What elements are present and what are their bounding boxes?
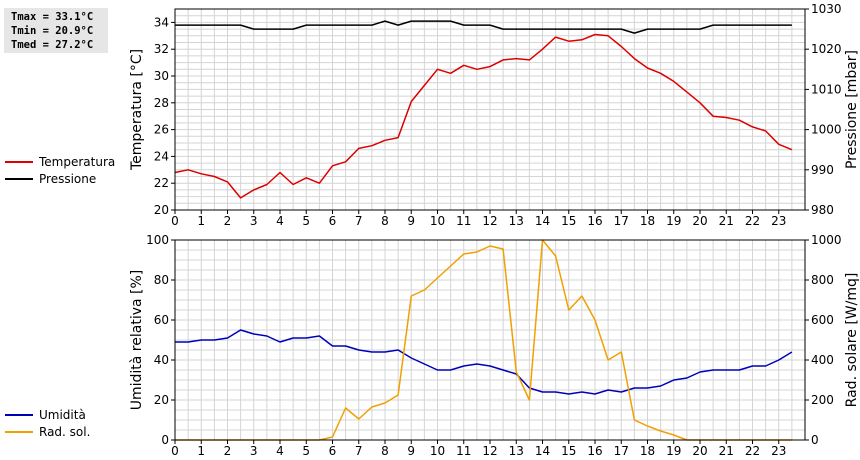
x-tick-label: 15 (561, 214, 576, 228)
y-right-tick-label: 1030 (811, 2, 842, 16)
y-left-tick-label: 24 (154, 149, 169, 163)
y-left-tick-label: 32 (154, 42, 169, 56)
x-tick-label: 4 (276, 444, 284, 458)
series-line-pressione (175, 20, 792, 34)
x-tick-label: 12 (482, 214, 497, 228)
x-tick-label: 10 (430, 444, 445, 458)
x-tick-label: 7 (355, 444, 363, 458)
y-left-tick-label: 30 (154, 69, 169, 83)
legend-swatch-umidita (5, 414, 33, 416)
y-left-tick-label: 26 (154, 123, 169, 137)
x-tick-label: 20 (692, 214, 707, 228)
legend-swatch-rad-sol (5, 431, 33, 433)
x-tick-label: 5 (302, 214, 310, 228)
x-tick-label: 23 (771, 214, 786, 228)
legend-item-umidita: Umidità (5, 408, 86, 422)
y-left-axis-title: Temperatura [°C] (129, 49, 145, 171)
legend-label-umidita: Umidità (39, 408, 86, 422)
x-tick-label: 0 (171, 444, 179, 458)
x-tick-label: 21 (719, 214, 734, 228)
y-left-tick-label: 20 (154, 393, 169, 407)
x-tick-label: 0 (171, 214, 179, 228)
x-tick-label: 13 (509, 214, 524, 228)
legend-item-rad-sol: Rad. sol. (5, 425, 90, 439)
y-left-tick-label: 100 (146, 233, 169, 247)
y-right-tick-label: 990 (811, 163, 834, 177)
tmed-stat: Tmed = 27.2°C (11, 39, 94, 51)
x-tick-label: 19 (666, 214, 681, 228)
y-right-axis-title: Pressione [mbar] (844, 50, 860, 169)
x-tick-label: 9 (407, 214, 415, 228)
legend-item-temperatura: Temperatura (5, 155, 115, 169)
x-tick-label: 23 (771, 444, 786, 458)
x-tick-label: 14 (535, 214, 550, 228)
stats-box: Tmax = 33.1°C Tmin = 20.9°C Tmed = 27.2°… (4, 8, 108, 53)
x-tick-label: 7 (355, 214, 363, 228)
y-left-tick-label: 60 (154, 313, 169, 327)
x-tick-label: 8 (381, 214, 389, 228)
series-line-temperatura (174, 33, 793, 199)
x-tick-label: 9 (407, 444, 415, 458)
y-left-tick-label: 40 (154, 353, 169, 367)
legend-label-pressione: Pressione (39, 172, 97, 186)
y-right-tick-label: 400 (811, 353, 834, 367)
tmin-stat: Tmin = 20.9°C (11, 25, 94, 37)
y-right-tick-label: 200 (811, 393, 834, 407)
series-line-umidit (175, 329, 793, 395)
x-tick-label: 14 (535, 444, 550, 458)
x-tick-label: 5 (302, 444, 310, 458)
y-left-axis-title: Umidità relativa [%] (129, 270, 145, 411)
y-right-tick-label: 0 (811, 433, 819, 447)
x-tick-label: 19 (666, 444, 681, 458)
y-left-tick-label: 0 (161, 433, 169, 447)
x-tick-label: 20 (692, 444, 707, 458)
x-tick-label: 11 (456, 444, 471, 458)
x-tick-label: 17 (614, 214, 629, 228)
y-right-tick-label: 980 (811, 203, 834, 217)
x-tick-label: 6 (329, 444, 337, 458)
x-tick-label: 18 (640, 444, 655, 458)
x-tick-label: 4 (276, 214, 284, 228)
x-tick-label: 1 (197, 214, 205, 228)
legend-label-rad-sol: Rad. sol. (39, 425, 91, 439)
y-right-axis-title: Rad. solare [W/mq] (844, 273, 860, 408)
y-left-tick-label: 34 (154, 15, 169, 29)
x-tick-label: 16 (587, 444, 602, 458)
y-right-tick-label: 1020 (811, 42, 842, 56)
x-tick-label: 2 (224, 214, 232, 228)
x-tick-label: 16 (587, 214, 602, 228)
x-tick-label: 6 (329, 214, 337, 228)
x-tick-label: 21 (719, 444, 734, 458)
y-right-tick-label: 800 (811, 273, 834, 287)
x-tick-label: 8 (381, 444, 389, 458)
x-tick-label: 13 (509, 444, 524, 458)
x-tick-label: 11 (456, 214, 471, 228)
y-left-tick-label: 20 (154, 203, 169, 217)
x-tick-label: 17 (614, 444, 629, 458)
legend-item-pressione: Pressione (5, 172, 96, 186)
x-tick-label: 12 (482, 444, 497, 458)
y-left-tick-label: 28 (154, 96, 169, 110)
x-tick-label: 2 (224, 444, 232, 458)
y-left-tick-label: 22 (154, 176, 169, 190)
legend-label-temperatura: Temperatura (39, 155, 116, 169)
y-right-tick-label: 600 (811, 313, 834, 327)
y-right-tick-label: 1000 (811, 123, 842, 137)
y-right-tick-label: 1000 (811, 233, 842, 247)
y-left-tick-label: 80 (154, 273, 169, 287)
tmax-stat: Tmax = 33.1°C (11, 11, 94, 23)
x-tick-label: 3 (250, 444, 258, 458)
legend-swatch-temperatura (5, 161, 33, 163)
x-tick-label: 1 (197, 444, 205, 458)
x-tick-label: 22 (745, 214, 760, 228)
x-tick-label: 10 (430, 214, 445, 228)
x-tick-label: 15 (561, 444, 576, 458)
x-tick-label: 18 (640, 214, 655, 228)
y-right-tick-label: 1010 (811, 82, 842, 96)
x-tick-label: 22 (745, 444, 760, 458)
legend-swatch-pressione (5, 178, 33, 180)
x-tick-label: 3 (250, 214, 258, 228)
